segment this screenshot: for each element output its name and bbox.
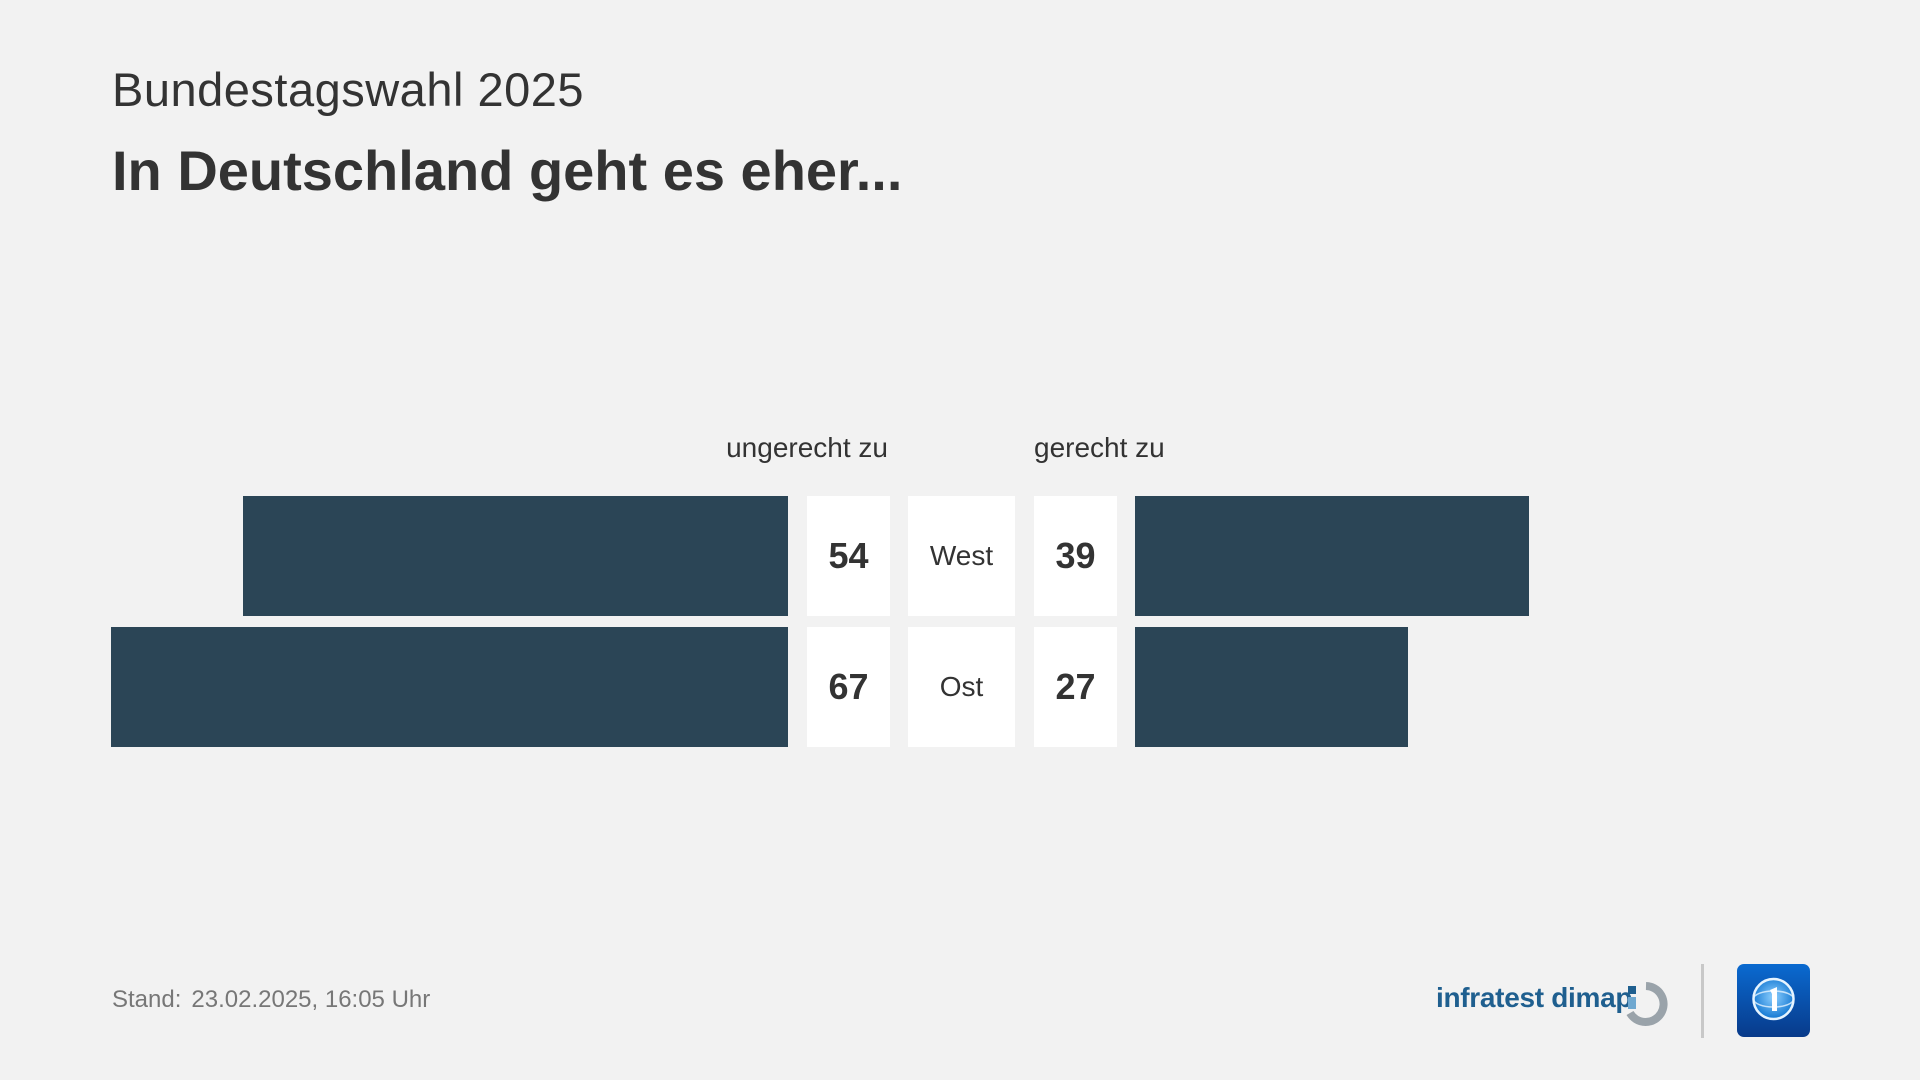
brand-name: infratest dimap (1436, 982, 1633, 1013)
timestamp-value: 23.02.2025, 16:05 Uhr (191, 986, 431, 1013)
bar-ungerecht-ost (111, 627, 788, 747)
value-ungerecht-west: 54 (807, 496, 890, 616)
chart-title: In Deutschland geht es eher... (112, 139, 903, 202)
category-label-ost: Ost (908, 627, 1015, 747)
value-gerecht-ost: 27 (1034, 627, 1117, 747)
bar-ungerecht-west (242, 496, 788, 616)
category-label-west: West (908, 496, 1015, 616)
tagesschau-logo-icon (1737, 964, 1810, 1037)
bar-gerecht-ost (1135, 627, 1408, 747)
timestamp: Stand: 23.02.2025, 16:05 Uhr (112, 986, 440, 1014)
infratest-dimap-logo-icon (1626, 982, 1668, 1026)
value-gerecht-west: 39 (1034, 496, 1117, 616)
chart-supertitle: Bundestagswahl 2025 (112, 63, 585, 116)
bar-gerecht-west (1135, 496, 1529, 616)
footer-divider (1701, 964, 1704, 1038)
column-label-ungerecht: ungerecht zu (726, 432, 888, 463)
timestamp-label: Stand: (112, 986, 182, 1013)
value-ungerecht-ost: 67 (807, 627, 890, 747)
column-label-gerecht: gerecht zu (1034, 432, 1165, 463)
